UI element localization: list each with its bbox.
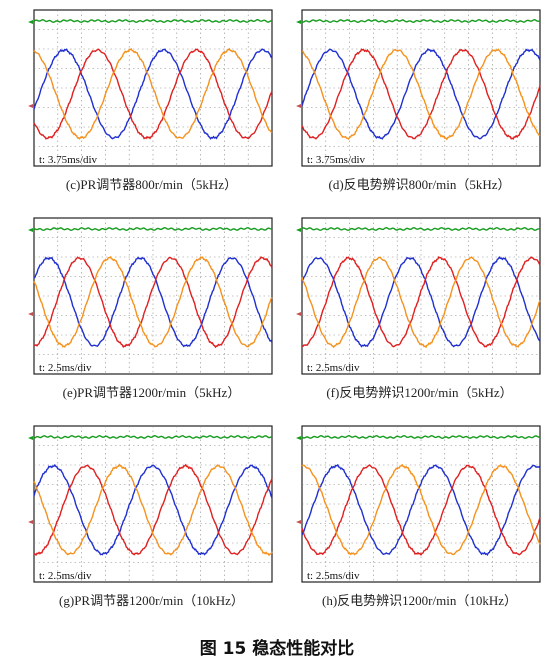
speed-trace	[33, 18, 273, 24]
phase-current-trace	[33, 463, 273, 557]
phase-current-trace	[301, 463, 541, 556]
phase-current-trace	[301, 464, 541, 556]
phase-current-trace	[301, 256, 541, 349]
oscilloscope-plot: t: 2.5ms/div	[28, 424, 275, 584]
phase-current-trace	[301, 256, 541, 348]
phase-current-trace	[33, 463, 273, 557]
speed-trace	[301, 226, 541, 232]
panel-caption: (c)PR调节器800r/min（5kHz）	[65, 177, 238, 192]
timebase-label: t: 2.5ms/div	[307, 362, 360, 374]
timebase-label: t: 2.5ms/div	[307, 570, 360, 582]
panel-caption: (d)反电势辨识800r/min（5kHz）	[328, 177, 511, 192]
oscilloscope-plot: t: 2.5ms/div	[28, 216, 275, 376]
oscilloscope-plot: t: 3.75ms/div	[296, 8, 543, 168]
channel-marker	[296, 20, 301, 24]
channel-marker	[296, 520, 301, 524]
phase-current-trace	[33, 48, 273, 140]
channel-marker	[28, 104, 33, 108]
channel-marker	[28, 312, 33, 316]
oscilloscope-plot: t: 3.75ms/div	[28, 8, 275, 168]
speed-trace	[301, 434, 541, 440]
channel-marker	[296, 312, 301, 316]
phase-current-trace	[33, 47, 273, 140]
timebase-label: t: 2.5ms/div	[39, 570, 92, 582]
channel-marker	[28, 20, 33, 24]
phase-current-trace	[301, 48, 541, 140]
timebase-label: t: 2.5ms/div	[39, 362, 92, 374]
phase-current-trace	[33, 256, 273, 348]
timebase-label: t: 3.75ms/div	[39, 154, 98, 166]
timebase-label: t: 3.75ms/div	[307, 154, 366, 166]
figure-title: 图 15 稳态性能对比	[199, 639, 355, 659]
oscilloscope-plot: t: 2.5ms/div	[296, 424, 543, 584]
panel-caption: (f)反电势辨识1200r/min（5kHz）	[326, 385, 513, 400]
channel-marker	[28, 228, 33, 232]
phase-current-trace	[302, 48, 541, 141]
phase-current-trace	[301, 463, 541, 556]
channel-marker	[296, 104, 301, 108]
channel-marker	[28, 436, 33, 440]
phase-current-trace	[33, 48, 273, 140]
phase-current-trace	[301, 48, 541, 140]
panel-caption: (h)反电势辨识1200r/min（10kHz）	[322, 593, 517, 608]
speed-trace	[302, 18, 541, 24]
oscilloscope-plot: t: 2.5ms/div	[296, 216, 543, 376]
channel-marker	[28, 520, 33, 524]
phase-current-trace	[33, 463, 273, 556]
phase-current-trace	[301, 256, 541, 348]
panel-caption: (e)PR调节器1200r/min（5kHz）	[62, 385, 241, 400]
channel-marker	[296, 228, 301, 232]
speed-trace	[33, 226, 273, 232]
phase-current-trace	[33, 256, 273, 348]
speed-trace	[33, 434, 273, 440]
panel-caption: (g)PR调节器1200r/min（10kHz）	[59, 593, 244, 608]
channel-marker	[296, 436, 301, 440]
